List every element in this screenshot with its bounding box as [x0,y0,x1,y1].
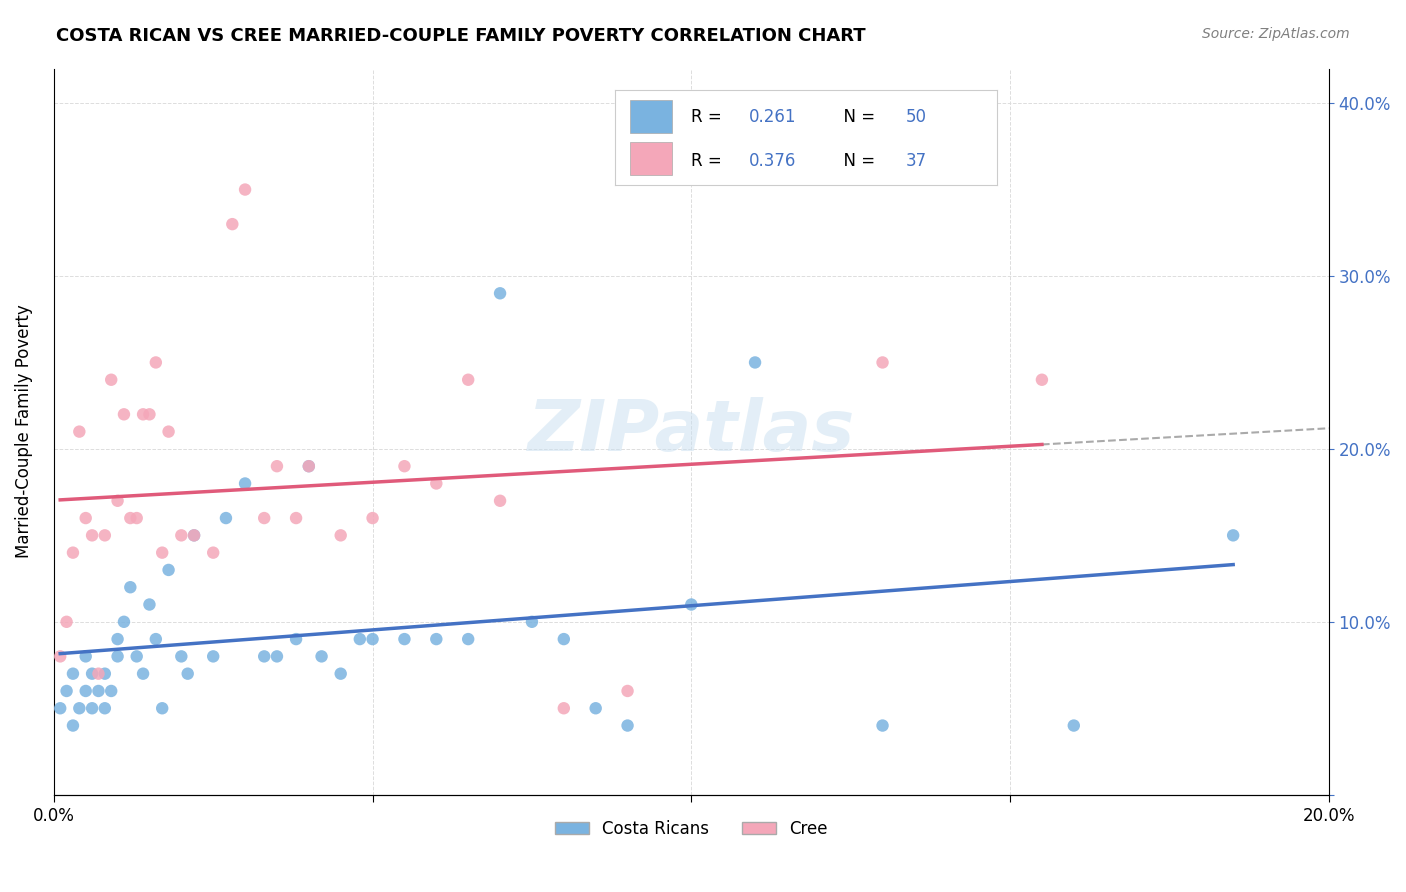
Point [1222,528,1244,542]
Legend: Costa Ricans, Cree: Costa Ricans, Cree [548,814,834,845]
Text: COSTA RICAN VS CREE MARRIED-COUPLE FAMILY POVERTY CORRELATION CHART: COSTA RICAN VS CREE MARRIED-COUPLE FAMIL… [56,27,866,45]
Point [67,425,90,439]
Point [62,666,84,681]
Point [55,615,77,629]
Point [553,701,575,715]
Point [157,425,180,439]
Point [80,701,103,715]
Point [75,684,97,698]
Point [120,511,142,525]
Point [49,701,72,715]
Point [125,511,148,525]
Point [233,476,256,491]
Point [872,718,894,732]
Text: ZIPatlas: ZIPatlas [527,397,855,467]
Point [298,459,321,474]
Point [489,493,512,508]
Point [616,684,638,698]
Point [112,615,135,629]
Point [132,666,155,681]
Point [107,649,129,664]
Point [145,632,167,646]
Point [520,615,543,629]
Point [233,183,256,197]
Point [120,580,142,594]
Point [87,666,110,681]
Point [138,407,160,421]
Point [457,632,479,646]
Point [94,528,117,542]
Point [221,217,243,231]
Point [1031,373,1053,387]
Point [170,649,193,664]
Point [425,632,447,646]
Point [157,563,180,577]
Point [100,684,122,698]
Point [215,511,238,525]
Point [107,493,129,508]
Point [285,632,308,646]
Point [253,649,276,664]
Point [183,528,205,542]
Point [62,718,84,732]
Point [361,511,384,525]
Point [329,666,352,681]
Point [132,407,155,421]
Y-axis label: Married-Couple Family Poverty: Married-Couple Family Poverty [15,305,32,558]
Point [253,511,276,525]
Point [94,701,117,715]
Point [349,632,371,646]
Point [202,649,225,664]
Point [150,701,173,715]
Point [285,511,308,525]
Point [100,373,122,387]
Point [202,546,225,560]
Point [553,632,575,646]
Point [681,598,703,612]
Point [125,649,148,664]
Point [394,459,416,474]
Point [80,528,103,542]
Point [311,649,333,664]
Point [489,286,512,301]
Text: Source: ZipAtlas.com: Source: ZipAtlas.com [1202,27,1350,41]
Point [744,355,766,369]
Point [75,511,97,525]
Point [457,373,479,387]
Point [266,649,288,664]
Point [266,459,288,474]
Point [107,632,129,646]
Point [298,459,321,474]
Point [170,528,193,542]
Point [55,684,77,698]
Point [138,598,160,612]
Point [145,355,167,369]
Point [183,528,205,542]
Point [425,476,447,491]
Point [49,649,72,664]
Point [75,649,97,664]
Point [585,701,607,715]
Point [361,632,384,646]
Point [394,632,416,646]
Point [80,666,103,681]
Point [87,684,110,698]
Point [329,528,352,542]
Point [1063,718,1085,732]
Point [177,666,200,681]
Point [616,718,638,732]
Point [150,546,173,560]
Point [94,666,117,681]
Point [112,407,135,421]
Point [62,546,84,560]
Point [872,355,894,369]
Point [67,701,90,715]
